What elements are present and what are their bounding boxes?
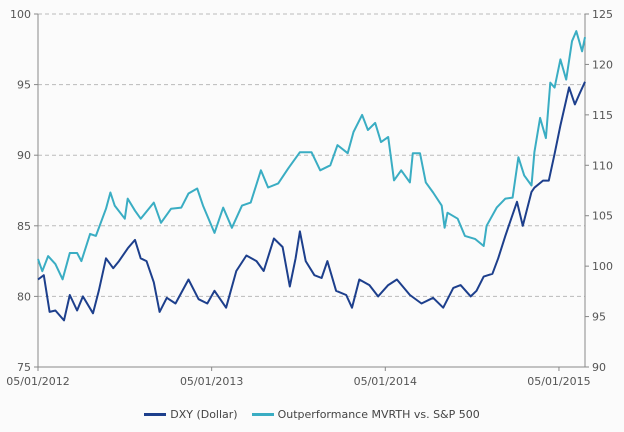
- axes: [34, 13, 589, 371]
- tick-labels: 75 80 85 90 95 100 90 95 100 105 110 115 120 125 05/01…: [6, 8, 613, 388]
- right-tick-label: 125: [592, 8, 613, 21]
- gridlines: [38, 13, 585, 297]
- right-tick-label: 95: [592, 311, 606, 324]
- series-line-outperformance: [37, 30, 586, 281]
- right-tick-label: 120: [592, 58, 613, 71]
- legend-swatch-outperformance: [251, 413, 274, 416]
- left-tick-label: 95: [17, 79, 31, 92]
- x-tick-label: 05/01/2015: [527, 375, 590, 388]
- legend-swatch-dxy: [144, 413, 167, 416]
- x-tick-label: 05/01/2014: [354, 375, 417, 388]
- right-tick-label: 115: [592, 109, 613, 122]
- legend-item-outperformance: Outperformance MVRTH vs. S&P 500: [251, 408, 480, 421]
- series-lines: [37, 30, 586, 322]
- legend-label-dxy: DXY (Dollar): [170, 408, 238, 421]
- legend-label-outperformance: Outperformance MVRTH vs. S&P 500: [277, 408, 480, 421]
- legend: DXY (Dollar) Outperformance MVRTH vs. S&…: [0, 408, 624, 421]
- right-tick-label: 100: [592, 260, 613, 273]
- left-tick-label: 75: [17, 361, 31, 374]
- left-tick-label: 80: [17, 290, 31, 303]
- x-tick-label: 05/01/2012: [6, 375, 69, 388]
- right-tick-label: 90: [592, 361, 606, 374]
- series-line-dxy: [37, 81, 586, 322]
- left-tick-label: 90: [17, 149, 31, 162]
- legend-item-dxy: DXY (Dollar): [144, 408, 238, 421]
- left-tick-label: 85: [17, 220, 31, 233]
- line-chart: 75 80 85 90 95 100 90 95 100 105 110 115 120 125 05/01…: [6, 8, 613, 388]
- x-tick-label: 05/01/2013: [180, 375, 243, 388]
- right-tick-label: 105: [592, 210, 613, 223]
- left-tick-label: 100: [10, 8, 31, 21]
- right-tick-label: 110: [592, 159, 613, 172]
